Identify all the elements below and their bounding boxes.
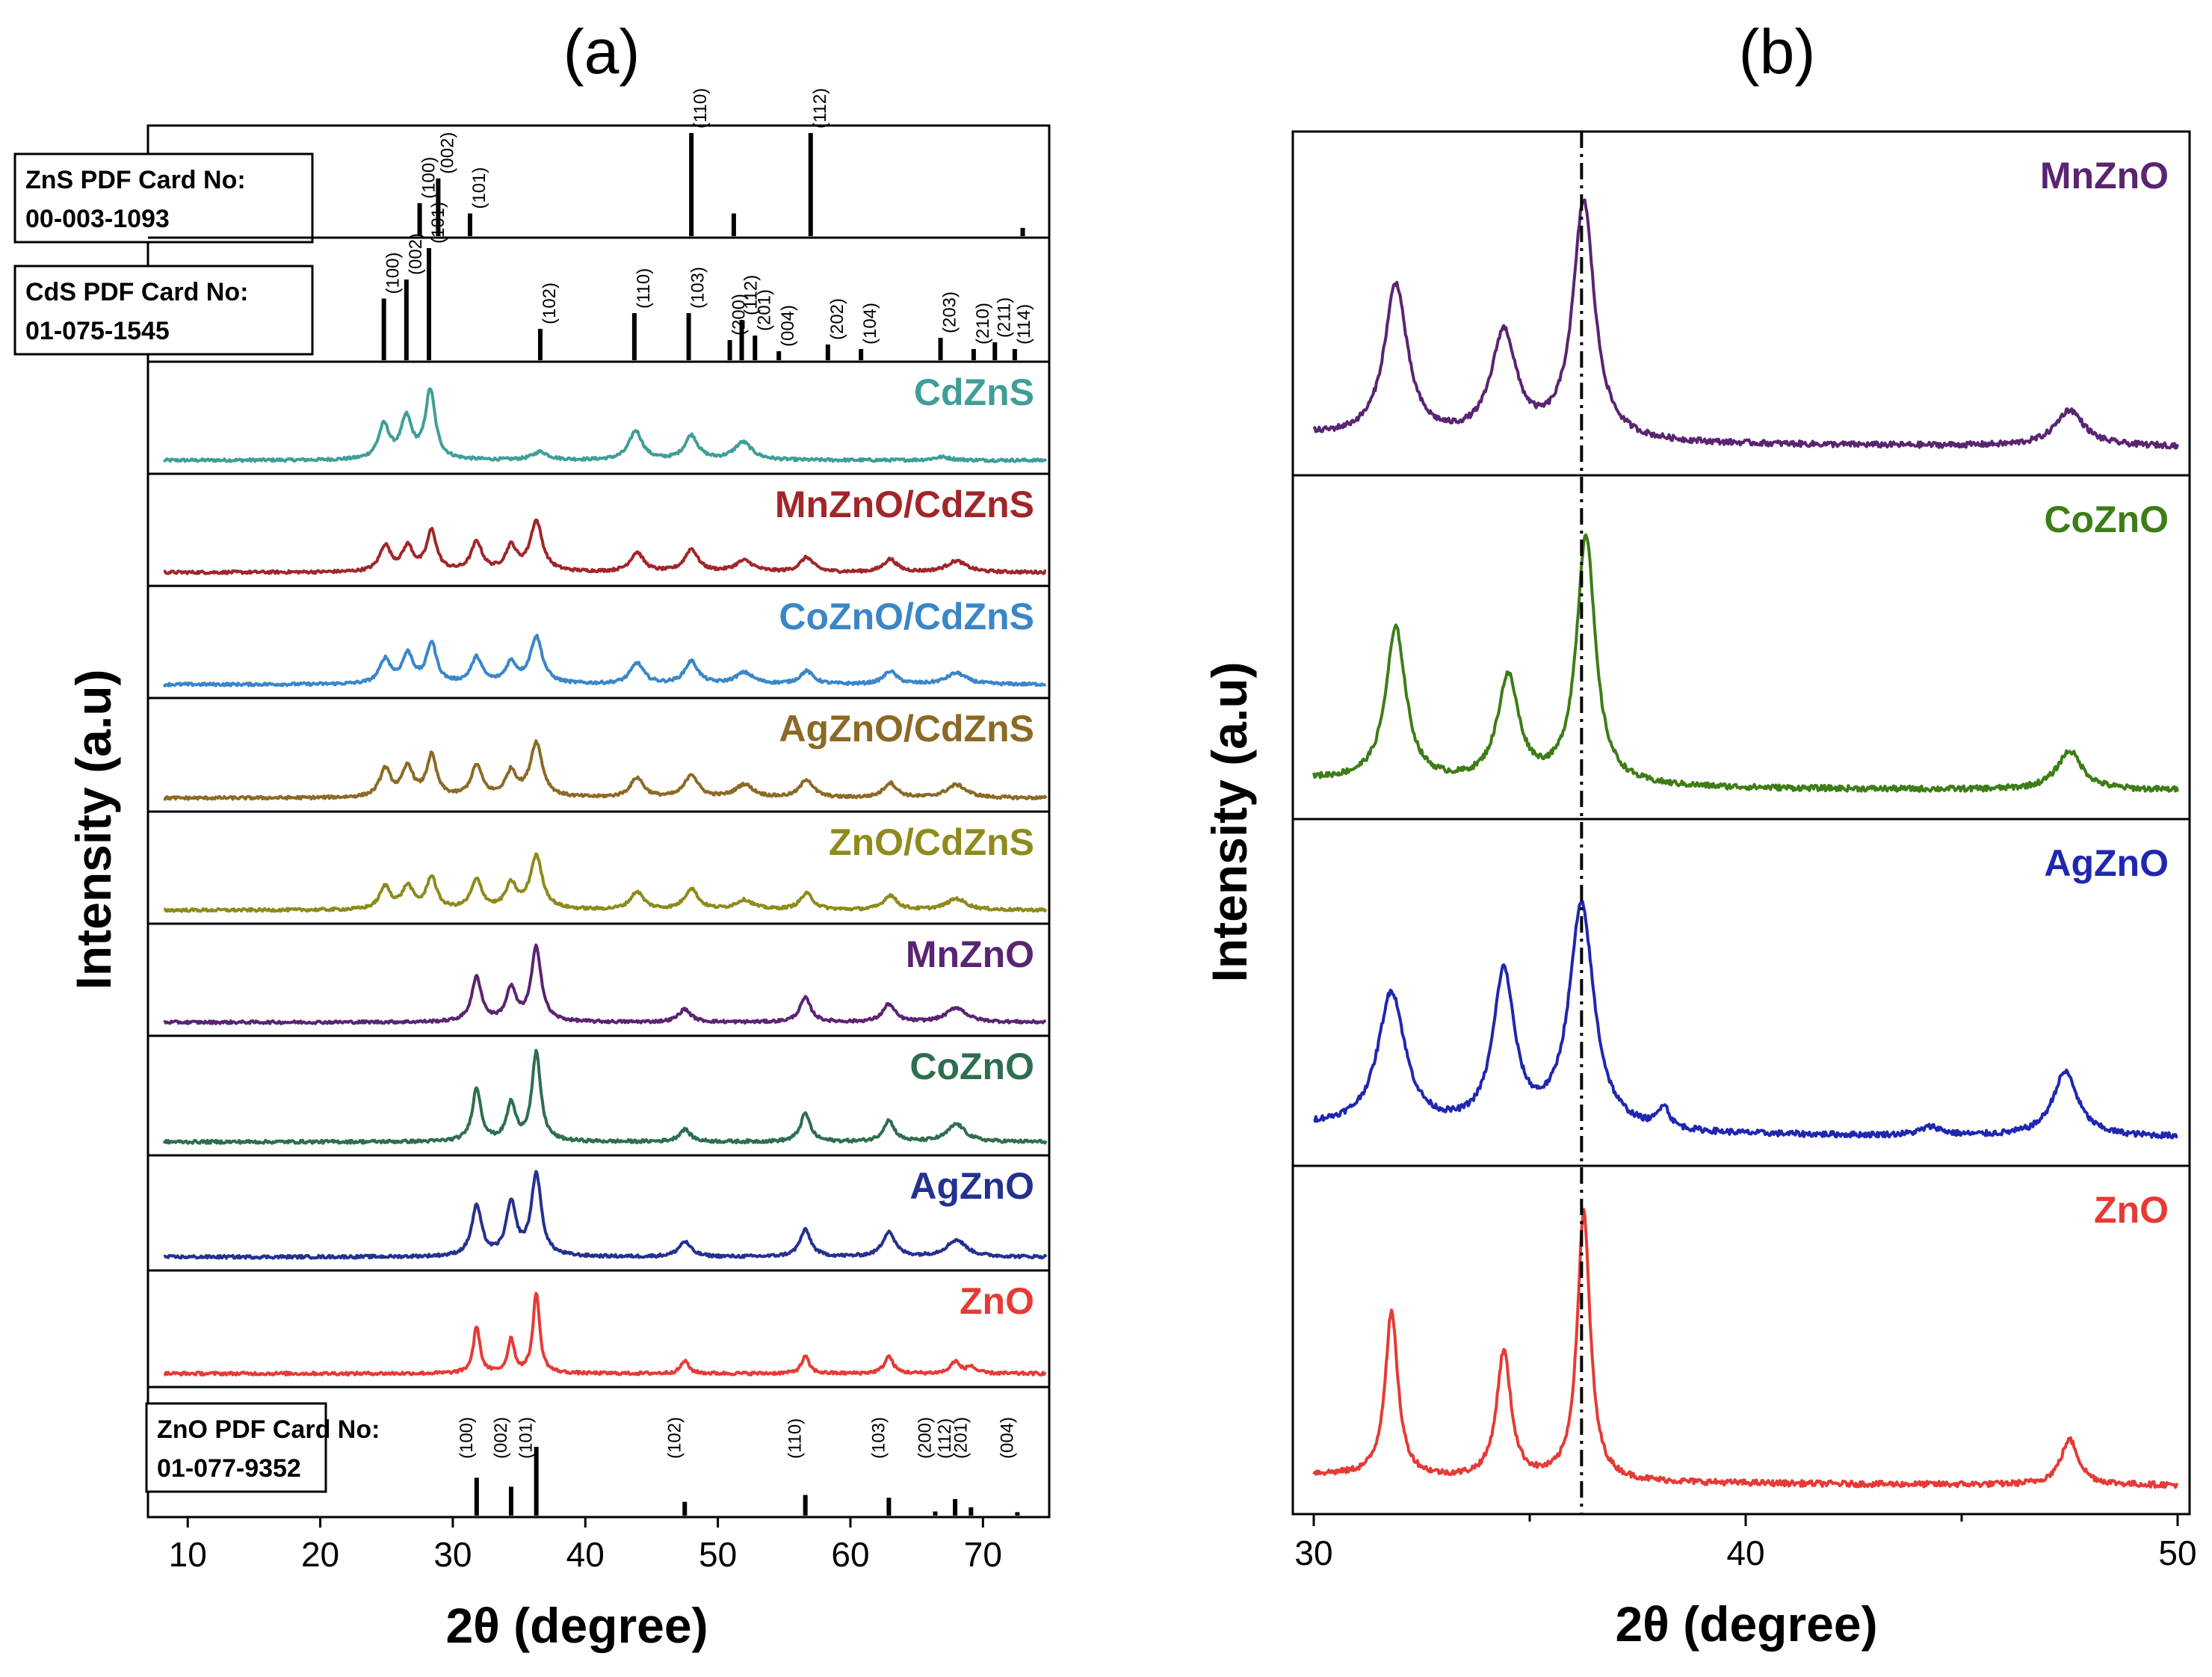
series-label-zno: ZnO: [2094, 1189, 2169, 1231]
trace-zno: [1312, 1208, 2179, 1489]
panel-b-series-labels: MnZnO CoZnO AgZnO ZnO: [2040, 155, 2169, 1231]
hkl-label: (210): [973, 303, 993, 345]
hkl-label: (004): [778, 305, 798, 347]
hkl-label: (100): [419, 157, 439, 199]
series-label-cozno: CoZnO: [909, 1046, 1034, 1087]
hkl-label: (100): [457, 1417, 477, 1459]
card-number: 01-077-9352: [157, 1454, 301, 1483]
x-tick-label: 30: [1294, 1534, 1332, 1572]
card-number: 00-003-1093: [25, 205, 170, 233]
hkl-label: (103): [688, 267, 708, 309]
panel-b: (b) MnZnO CoZnO AgZnO ZnO 30 40 50 2θ (degree…: [1202, 16, 2197, 1652]
panel-a-frame: [146, 124, 1051, 1519]
trace-zno-cdzns: [163, 852, 1048, 913]
x-tick-label: 30: [433, 1535, 472, 1574]
x-tick-label: 60: [831, 1535, 869, 1574]
trace-mnzno: [163, 943, 1047, 1025]
hkl-label: (110): [634, 268, 654, 309]
x-tick-label: 40: [1726, 1534, 1764, 1572]
panel-a-label: (a): [563, 16, 640, 87]
x-tick-label: 40: [566, 1535, 605, 1574]
panel-b-x-axis-title: 2θ (degree): [1615, 1596, 1877, 1652]
hkl-label: (101): [516, 1417, 537, 1459]
hkl-label: (203): [940, 291, 960, 333]
trace-agzno-cdzns: [163, 739, 1048, 801]
x-tick-label: 70: [964, 1535, 1002, 1574]
card-number: 01-075-1545: [25, 317, 170, 345]
hkl-label: (100): [383, 252, 404, 294]
panel-a: (a) ZnS PDF Card No:00-003-1093(100)(002…: [13, 16, 1051, 1653]
series-label-agzno-cdzns: AgZnO/CdZnS: [779, 708, 1034, 750]
hkl-label: (004): [997, 1417, 1017, 1459]
reference-card-zns: ZnS PDF Card No: 00-003-1093 (100)(002) (10…: [13, 88, 1025, 244]
trace-cozno: [162, 1048, 1048, 1145]
hkl-label: (201): [951, 1417, 971, 1459]
series-label-agzno: AgZnO: [909, 1165, 1034, 1207]
series-label-agzno: AgZnO: [2044, 842, 2169, 884]
hkl-label: (102): [540, 282, 560, 324]
hkl-label: (200): [915, 1417, 935, 1459]
trace-mnzno-cdzns: [163, 518, 1047, 575]
hkl-label: (102): [664, 1417, 685, 1459]
hkl-label: (104): [860, 303, 880, 345]
x-tick-label: 50: [2158, 1534, 2196, 1572]
panel-b-dividers: [1293, 474, 2190, 1167]
hkl-label: (110): [691, 88, 711, 129]
series-label-zno-cdzns: ZnO/CdZnS: [829, 821, 1034, 863]
card-label-box: [13, 152, 314, 244]
hkl-label: (103): [868, 1417, 889, 1459]
hkl-label: (002): [406, 233, 426, 275]
hkl-label: (201): [754, 289, 774, 331]
trace-mnzno: [1312, 198, 2179, 450]
series-label-cozno-cdzns: CoZnO/CdZnS: [779, 596, 1034, 637]
series-label-cozno: CoZnO: [2044, 498, 2169, 540]
panel-b-traces: [1312, 198, 2179, 1489]
card-title: CdS PDF Card No:: [25, 278, 248, 306]
hkl-label: (112): [741, 275, 761, 315]
card-label-box: [13, 265, 314, 356]
series-label-zno: ZnO: [960, 1280, 1034, 1322]
series-label-mnzno-cdzns: MnZnO/CdZnS: [775, 484, 1034, 525]
trace-agzno: [163, 1170, 1048, 1260]
panel-a-x-ticks: 10 20 30 40 50 60 70: [169, 1517, 1002, 1574]
hkl-label: (002): [437, 132, 457, 174]
card-title: ZnO PDF Card No:: [157, 1415, 380, 1444]
panel-b-frame: [1291, 130, 2191, 1516]
trace-agzno: [1313, 900, 2178, 1140]
reference-cards: ZnS PDF Card No:00-003-1093(100)(002)(10…: [13, 88, 1034, 1516]
hkl-label: (202): [827, 298, 847, 340]
x-tick-label: 10: [169, 1535, 207, 1574]
panel-a-dividers: [148, 236, 1049, 1389]
hkl-label: (114): [1014, 304, 1034, 345]
reference-card-cds: CdS PDF Card No: 01-075-1545 (100) (002) (10…: [13, 202, 1034, 360]
hkl-label: (112): [810, 88, 830, 129]
hkl-label: (112): [935, 1418, 955, 1459]
panel-a-y-axis-title: Intensity (a.u): [66, 669, 121, 989]
panel-b-label: (b): [1739, 16, 1816, 87]
panel-a-x-axis-title: 2θ (degree): [445, 1598, 708, 1653]
reference-card-zno: ZnO PDF Card No:01-077-9352(100) (002) (10…: [145, 1402, 1020, 1516]
hkl-label: (211): [994, 297, 1014, 338]
trace-cozno: [1312, 533, 2179, 793]
series-label-cdzns: CdZnS: [914, 371, 1034, 413]
hkl-label: (101): [469, 167, 489, 209]
x-tick-label: 20: [301, 1535, 339, 1574]
trace-zno: [163, 1291, 1047, 1377]
trace-cozno-cdzns: [162, 634, 1047, 688]
panel-b-x-ticks: 30 40 50: [1294, 1514, 2197, 1572]
hkl-label: (200): [729, 294, 750, 336]
panel-a-traces: [162, 387, 1048, 1377]
card-label-box: [145, 1402, 327, 1493]
hkl-label: (002): [491, 1417, 511, 1459]
panel-b-y-axis-title: Intensity (a.u): [1202, 661, 1257, 982]
x-tick-label: 50: [699, 1535, 737, 1574]
series-label-mnzno: MnZnO: [906, 933, 1034, 975]
card-title: ZnS PDF Card No:: [25, 166, 246, 194]
panel-a-series-labels: CdZnS MnZnO/CdZnS CoZnO/CdZnS AgZnO/CdZnS Zn…: [775, 371, 1034, 1322]
series-label-mnzno: MnZnO: [2040, 155, 2169, 197]
trace-cdzns: [162, 387, 1048, 463]
hkl-label: (110): [785, 1418, 806, 1459]
